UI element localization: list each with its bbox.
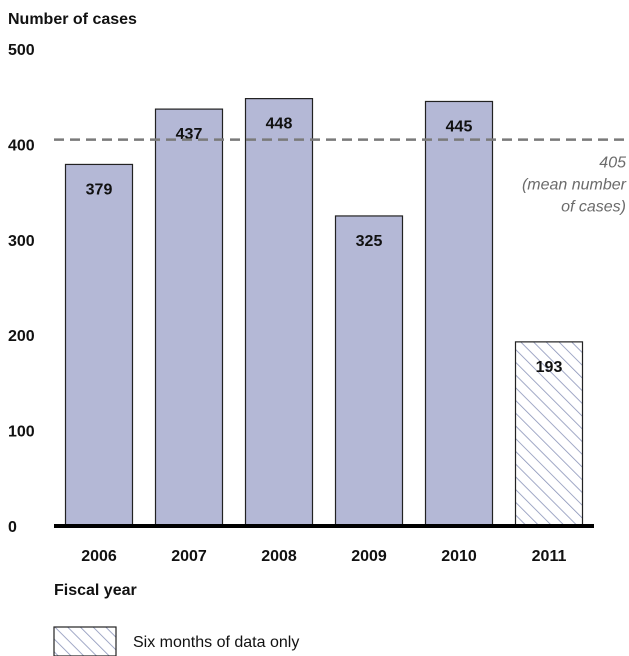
x-tick-label: 2009: [351, 548, 387, 565]
y-axis-ticks: 0 100 200 300 400 500: [8, 42, 35, 536]
y-tick-label: 300: [8, 233, 35, 250]
x-tick-label: 2011: [532, 548, 567, 565]
x-axis-title: Fiscal year: [54, 582, 137, 599]
bar-value-label: 448: [266, 116, 293, 133]
bar-2011: [514, 341, 584, 527]
bar-value-label: 379: [86, 181, 113, 198]
legend-swatch: [53, 626, 117, 656]
bar-2008: [244, 98, 314, 527]
y-tick-label: 200: [8, 328, 35, 345]
mean-line-group: 405 (mean number of cases): [54, 138, 627, 216]
x-axis-ticks: 2006 2007 2008 2009 2010 2011: [81, 548, 566, 565]
y-tick-label: 500: [8, 42, 35, 59]
y-axis-title: Number of cases: [8, 11, 137, 28]
x-tick-label: 2008: [261, 548, 297, 565]
mean-label-line: of cases): [561, 199, 626, 216]
bar-2007: [154, 108, 224, 527]
x-tick-label: 2006: [81, 548, 117, 565]
mean-label-line: (mean number: [522, 177, 627, 194]
legend: Six months of data only: [53, 626, 299, 656]
bar-2010: [424, 100, 494, 527]
x-tick-label: 2007: [171, 548, 207, 565]
x-tick-label: 2010: [441, 548, 477, 565]
y-tick-label: 0: [8, 519, 17, 536]
bar-value-label: 193: [536, 359, 563, 376]
legend-label: Six months of data only: [133, 634, 299, 651]
mean-label-line: 405: [599, 155, 626, 172]
bar-2006: [64, 163, 134, 527]
bar-value-label: 325: [356, 233, 383, 250]
bar-value-label: 445: [446, 118, 473, 135]
bar-2009: [334, 215, 404, 527]
y-tick-label: 400: [8, 137, 35, 154]
y-tick-label: 100: [8, 424, 35, 441]
